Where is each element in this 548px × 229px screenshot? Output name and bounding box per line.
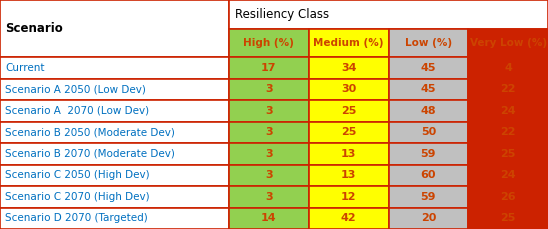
Text: 4: 4 [504,63,512,73]
Bar [389,143,468,165]
Text: 60: 60 [421,170,436,180]
Text: Scenario C 2070 (High Dev): Scenario C 2070 (High Dev) [5,192,150,202]
Text: 26: 26 [500,192,516,202]
Text: Scenario: Scenario [5,22,63,35]
Bar [309,79,389,100]
Text: 45: 45 [421,85,436,94]
Text: Scenario B 2050 (Moderate Dev): Scenario B 2050 (Moderate Dev) [5,127,175,137]
Text: 25: 25 [341,127,356,137]
Bar [389,29,468,57]
Bar [0,143,229,165]
Bar [229,186,309,207]
Bar [468,165,548,186]
Text: 17: 17 [261,63,277,73]
Bar [0,122,229,143]
Bar [389,122,468,143]
Text: 3: 3 [265,170,273,180]
Text: 45: 45 [421,63,436,73]
Text: 34: 34 [341,63,356,73]
Text: 59: 59 [421,149,436,159]
Bar [389,186,468,207]
Text: 3: 3 [265,127,273,137]
Bar [0,165,229,186]
Text: 50: 50 [421,127,436,137]
Text: 20: 20 [421,213,436,223]
Text: 24: 24 [500,106,516,116]
Bar [0,186,229,207]
Bar [468,143,548,165]
Text: 42: 42 [341,213,357,223]
Bar [309,100,389,122]
Bar [229,207,309,229]
Text: Medium (%): Medium (%) [313,38,384,48]
Text: 48: 48 [420,106,436,116]
Bar [309,165,389,186]
Bar [468,100,548,122]
Text: Current: Current [5,63,45,73]
Bar [0,0,229,57]
Bar [309,29,389,57]
Bar [229,57,309,79]
Text: 25: 25 [500,149,516,159]
Bar [468,122,548,143]
Text: 22: 22 [500,127,516,137]
Bar [229,29,309,57]
Text: 3: 3 [265,149,273,159]
Bar [229,79,309,100]
Bar [389,100,468,122]
Bar [309,57,389,79]
Bar [309,122,389,143]
Bar [229,122,309,143]
Text: Scenario B 2070 (Moderate Dev): Scenario B 2070 (Moderate Dev) [5,149,175,159]
Bar [468,79,548,100]
Bar [0,207,229,229]
Text: Scenario C 2050 (High Dev): Scenario C 2050 (High Dev) [5,170,150,180]
Bar [309,186,389,207]
Bar [229,165,309,186]
Bar [389,57,468,79]
Bar [468,57,548,79]
Text: 30: 30 [341,85,356,94]
Text: Very Low (%): Very Low (%) [470,38,547,48]
Text: High (%): High (%) [243,38,294,48]
Bar [389,79,468,100]
Text: Scenario A 2050 (Low Dev): Scenario A 2050 (Low Dev) [5,85,146,94]
Bar [389,165,468,186]
Text: 13: 13 [341,170,356,180]
Bar [309,143,389,165]
Text: Low (%): Low (%) [405,38,452,48]
Bar [468,186,548,207]
Text: 12: 12 [341,192,356,202]
Bar [229,100,309,122]
Bar [389,207,468,229]
Text: Scenario D 2070 (Targeted): Scenario D 2070 (Targeted) [5,213,148,223]
Text: 25: 25 [341,106,356,116]
Text: Scenario A  2070 (Low Dev): Scenario A 2070 (Low Dev) [5,106,150,116]
Bar [229,143,309,165]
Text: 3: 3 [265,192,273,202]
Text: 25: 25 [500,213,516,223]
Text: 3: 3 [265,85,273,94]
Text: 3: 3 [265,106,273,116]
Text: 24: 24 [500,170,516,180]
Bar [309,207,389,229]
Text: 22: 22 [500,85,516,94]
Bar [0,57,229,79]
Text: 59: 59 [421,192,436,202]
Bar [229,0,548,29]
Bar [0,100,229,122]
Text: 13: 13 [341,149,356,159]
Bar [0,79,229,100]
Bar [468,29,548,57]
Bar [468,207,548,229]
Text: Resiliency Class: Resiliency Class [235,8,329,21]
Text: 14: 14 [261,213,277,223]
